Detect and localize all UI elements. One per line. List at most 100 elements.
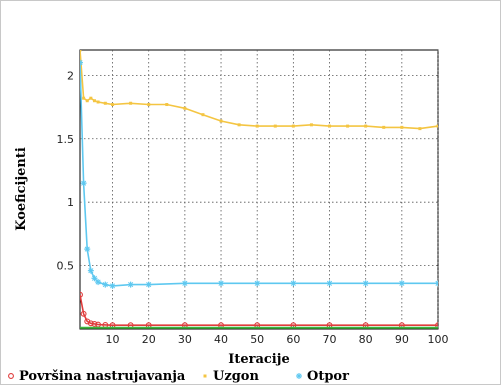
data-point-uzgon bbox=[328, 124, 332, 128]
data-point-uzgon bbox=[129, 101, 133, 105]
legend-marker-otpor bbox=[296, 373, 302, 379]
data-point-povr-ina-nastrujavanja bbox=[91, 320, 98, 327]
data-point-otpor bbox=[218, 280, 225, 287]
x-tick-label: 80 bbox=[359, 333, 373, 346]
series-uzgon bbox=[80, 50, 438, 131]
marker-stroke bbox=[435, 280, 438, 285]
legend-item-povr-ina-nastrujavanja: Površina nastrujavanja bbox=[8, 369, 186, 384]
data-point-otpor bbox=[84, 246, 91, 253]
data-point-uzgon bbox=[92, 99, 96, 103]
data-point-otpor bbox=[326, 280, 333, 287]
data-point-povr-ina-nastrujavanja bbox=[80, 291, 83, 298]
marker-stroke bbox=[80, 61, 83, 66]
x-tick-label: 50 bbox=[250, 333, 264, 346]
marker-stroke bbox=[146, 282, 152, 288]
x-tick-label: 100 bbox=[428, 333, 449, 346]
data-point-uzgon bbox=[82, 96, 86, 100]
marker-stroke bbox=[218, 280, 224, 286]
legend-label-otpor: Otpor bbox=[307, 369, 349, 384]
x-tick-label: 70 bbox=[323, 333, 337, 346]
marker-stroke bbox=[128, 282, 134, 288]
data-point-uzgon bbox=[201, 113, 205, 117]
data-point-uzgon bbox=[85, 99, 89, 103]
data-point-uzgon bbox=[89, 96, 93, 100]
data-point-uzgon bbox=[382, 125, 386, 129]
plot-area bbox=[79, 49, 439, 330]
marker-stroke bbox=[102, 282, 108, 288]
data-point-otpor bbox=[290, 280, 297, 287]
legend-marker-povr-ina-nastrujavanja bbox=[8, 373, 14, 379]
series-line-povr-ina-nastrujavanja bbox=[80, 294, 438, 327]
data-point-otpor bbox=[254, 280, 261, 287]
series-layer bbox=[80, 50, 438, 329]
data-point-otpor bbox=[435, 280, 438, 287]
marker-stroke bbox=[84, 246, 90, 252]
marker-stroke bbox=[254, 280, 260, 286]
marker-stroke bbox=[290, 280, 296, 286]
y-axis-title: Koeficijenti bbox=[14, 147, 29, 231]
data-point-uzgon bbox=[436, 124, 438, 128]
marker-stroke bbox=[399, 280, 405, 286]
y-tick-label: 1.5 bbox=[57, 133, 75, 146]
data-point-otpor bbox=[127, 281, 134, 288]
y-tick-label: 2 bbox=[67, 69, 74, 82]
data-point-uzgon bbox=[400, 125, 404, 129]
marker-stroke bbox=[80, 60, 83, 64]
data-point-povr-ina-nastrujavanja bbox=[87, 320, 94, 327]
data-point-uzgon bbox=[165, 103, 169, 107]
data-point-otpor bbox=[362, 280, 369, 287]
marker-stroke bbox=[109, 283, 116, 289]
data-point-uzgon bbox=[96, 100, 100, 104]
series-otpor bbox=[80, 59, 438, 289]
data-point-uzgon bbox=[255, 124, 259, 128]
x-tick-label: 30 bbox=[178, 333, 192, 346]
data-point-uzgon bbox=[291, 124, 295, 128]
data-point-otpor bbox=[102, 281, 109, 288]
series-line-otpor bbox=[80, 62, 438, 287]
data-point-uzgon bbox=[219, 119, 223, 123]
x-tick-label: 90 bbox=[395, 333, 409, 346]
data-point-uzgon bbox=[346, 124, 350, 128]
legend-item-uzgon: Uzgon bbox=[203, 369, 259, 384]
data-point-uzgon bbox=[103, 101, 107, 105]
legend-label-uzgon: Uzgon bbox=[213, 369, 259, 384]
data-point-otpor bbox=[95, 279, 102, 286]
data-point-otpor bbox=[80, 59, 83, 66]
tick-labels: 10 20 30 40 50 60 70 80 90 100 0.5 1 1.5 2 bbox=[57, 69, 449, 346]
data-point-otpor bbox=[91, 275, 98, 282]
x-tick-label: 20 bbox=[142, 333, 156, 346]
marker-stroke bbox=[435, 282, 438, 286]
marker-stroke bbox=[91, 275, 98, 281]
data-point-uzgon bbox=[147, 103, 151, 107]
x-axis-title: Iteracije bbox=[228, 352, 289, 367]
y-tick-label: 0.5 bbox=[57, 260, 75, 273]
data-point-otpor bbox=[398, 280, 405, 287]
legend: Površina nastrujavanja Uzgon Otpor bbox=[8, 369, 349, 384]
legend-item-otpor: Otpor bbox=[296, 369, 349, 384]
data-point-uzgon bbox=[237, 123, 241, 127]
data-point-otpor bbox=[109, 282, 116, 289]
data-point-povr-ina-nastrujavanja bbox=[435, 322, 438, 329]
data-point-uzgon bbox=[80, 50, 82, 52]
marker-stroke bbox=[81, 180, 87, 186]
data-point-otpor bbox=[87, 267, 94, 274]
marker-stroke bbox=[363, 280, 369, 286]
marker-stroke bbox=[88, 268, 94, 274]
data-point-povr-ina-nastrujavanja bbox=[80, 310, 87, 317]
data-point-otpor bbox=[145, 281, 152, 288]
data-point-uzgon bbox=[183, 106, 187, 110]
marker-stroke bbox=[296, 373, 302, 379]
data-point-uzgon bbox=[111, 103, 115, 107]
x-tick-label: 60 bbox=[286, 333, 300, 346]
data-point-uzgon bbox=[364, 124, 368, 128]
y-tick-label: 1 bbox=[67, 196, 74, 209]
marker-stroke bbox=[326, 280, 333, 286]
data-point-uzgon bbox=[273, 124, 277, 128]
data-point-uzgon bbox=[309, 123, 313, 127]
data-point-otpor bbox=[80, 180, 87, 187]
x-tick-label: 10 bbox=[106, 333, 120, 346]
x-tick-label: 40 bbox=[214, 333, 228, 346]
marker-stroke bbox=[182, 280, 188, 286]
